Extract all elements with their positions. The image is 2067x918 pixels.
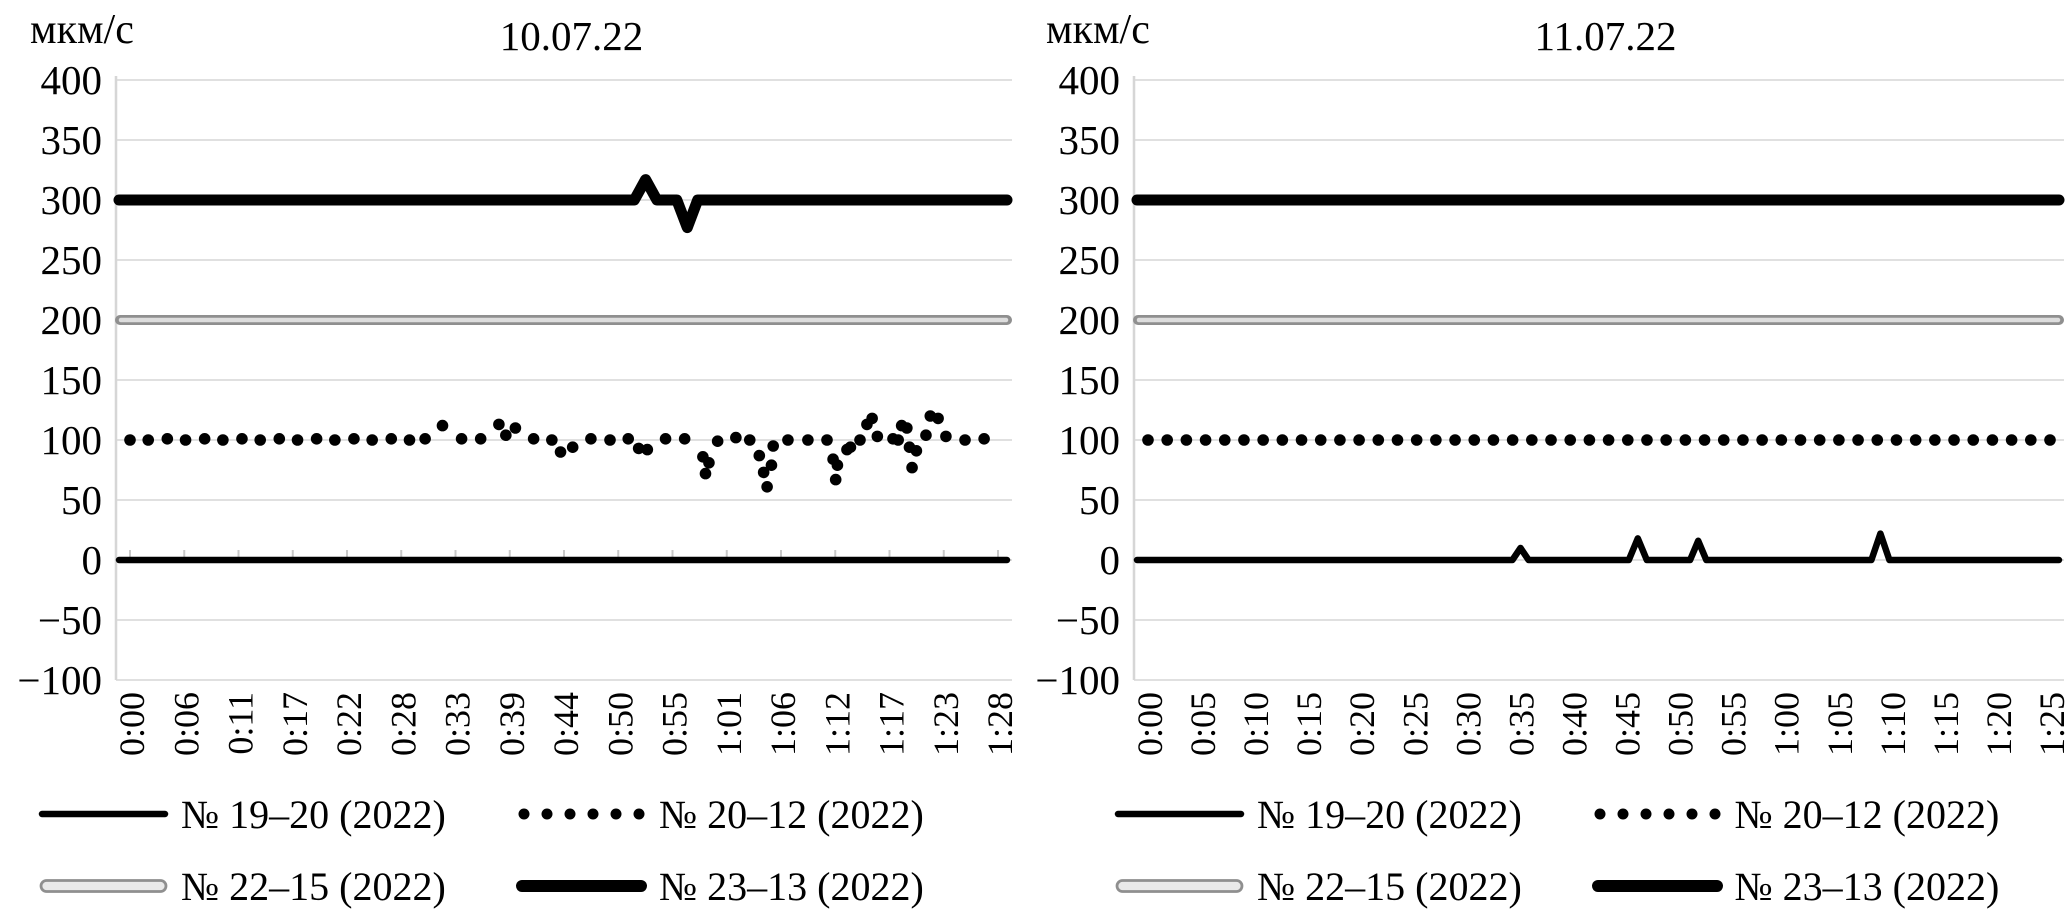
svg-text:0:28: 0:28	[383, 692, 423, 756]
legend-item-series-23-13: № 23–13 (2022)	[1590, 863, 2067, 910]
svg-text:150: 150	[1059, 357, 1121, 403]
svg-text:300: 300	[1059, 177, 1121, 223]
legend-label: № 20–12 (2022)	[1734, 791, 2000, 837]
svg-text:0:35: 0:35	[1501, 692, 1541, 756]
svg-text:0:11: 0:11	[221, 692, 261, 755]
chart-legend: № 19–20 (2022) № 20–12 (2022) № 22–15 (2…	[0, 788, 1033, 912]
legend-thick-line-swatch	[516, 880, 647, 892]
chart-title: 11.07.22	[1534, 13, 1677, 59]
svg-text:0:45: 0:45	[1608, 692, 1648, 756]
svg-text:300: 300	[41, 177, 103, 223]
legend-label: № 23–13 (2022)	[659, 863, 924, 909]
svg-text:1:20: 1:20	[1979, 692, 2019, 756]
svg-text:0:06: 0:06	[166, 692, 206, 756]
legend-row: № 19–20 (2022) № 20–12 (2022)	[1112, 788, 2067, 840]
svg-text:1:06: 1:06	[763, 692, 803, 756]
svg-text:1:15: 1:15	[1926, 692, 1966, 756]
svg-text:0:17: 0:17	[275, 692, 315, 756]
legend-label: № 19–20 (2022)	[181, 791, 446, 837]
legend-label: № 20–12 (2022)	[659, 791, 924, 837]
legend-dotted-swatch	[1594, 808, 1720, 820]
svg-text:−50: −50	[38, 597, 102, 643]
legend-line-swatch	[38, 810, 169, 818]
svg-text:−100: −100	[1035, 657, 1120, 703]
svg-text:0: 0	[1100, 537, 1121, 583]
svg-text:150: 150	[41, 357, 103, 403]
svg-text:0:05: 0:05	[1183, 692, 1223, 756]
svg-text:0:44: 0:44	[546, 692, 586, 756]
legend-dotted-swatch	[518, 808, 645, 820]
legend-row: № 19–20 (2022) № 20–12 (2022)	[36, 788, 1033, 840]
svg-text:0:30: 0:30	[1448, 692, 1488, 756]
svg-text:1:05: 1:05	[1820, 692, 1860, 756]
svg-text:1:23: 1:23	[926, 692, 966, 756]
svg-text:400: 400	[1059, 57, 1121, 103]
legend-item-series-22-15: № 22–15 (2022)	[1112, 863, 1590, 910]
svg-text:1:25: 1:25	[2032, 692, 2067, 756]
svg-text:250: 250	[41, 237, 103, 283]
svg-text:0:20: 0:20	[1342, 692, 1382, 756]
chart-panel-10-07-22: мкм/с 10.07.22 400 350 300 250 200 150 100 50 0 −…	[0, 0, 1033, 918]
legend-item-series-22-15: № 22–15 (2022)	[36, 863, 514, 910]
legend-label: № 19–20 (2022)	[1257, 791, 1522, 837]
legend-row: № 22–15 (2022) № 23–13 (2022)	[1112, 860, 2067, 912]
svg-text:1:10: 1:10	[1873, 692, 1913, 756]
svg-text:350: 350	[1059, 117, 1121, 163]
svg-text:0:50: 0:50	[600, 692, 640, 756]
legend-thick-line-swatch	[1591, 880, 1723, 892]
chart-panel-11-07-22: мкм/с 11.07.22 400 350 300 250 200 150 100 50 0 −…	[1034, 0, 2067, 918]
svg-text:0:39: 0:39	[492, 692, 532, 756]
svg-text:1:28: 1:28	[980, 692, 1020, 756]
svg-text:1:12: 1:12	[817, 692, 857, 756]
svg-text:50: 50	[61, 477, 102, 523]
svg-text:0:00: 0:00	[1130, 692, 1170, 756]
legend-label: № 23–13 (2022)	[1734, 863, 2000, 909]
legend-line-swatch	[1114, 810, 1245, 818]
svg-text:0:25: 0:25	[1395, 692, 1435, 756]
svg-text:−50: −50	[1056, 597, 1120, 643]
legend-item-series-19-20: № 19–20 (2022)	[1112, 791, 1590, 838]
svg-text:0:55: 0:55	[1714, 692, 1754, 756]
legend-item-series-20-12: № 20–12 (2022)	[1590, 791, 2067, 838]
legend-item-series-20-12: № 20–12 (2022)	[514, 791, 992, 838]
svg-text:0:55: 0:55	[655, 692, 695, 756]
legend-item-series-23-13: № 23–13 (2022)	[514, 863, 992, 910]
y-axis-unit-label: мкм/с	[1046, 7, 1150, 53]
svg-text:100: 100	[1059, 417, 1121, 463]
svg-text:0:10: 0:10	[1236, 692, 1276, 756]
svg-text:350: 350	[41, 117, 103, 163]
svg-text:100: 100	[41, 417, 103, 463]
legend-row: № 22–15 (2022) № 23–13 (2022)	[36, 860, 1033, 912]
svg-text:1:01: 1:01	[709, 692, 749, 756]
legend-double-line-swatch	[39, 879, 168, 893]
svg-text:0:00: 0:00	[112, 692, 152, 756]
svg-text:0:33: 0:33	[438, 692, 478, 756]
svg-text:0: 0	[82, 537, 103, 583]
svg-text:0:15: 0:15	[1289, 692, 1329, 756]
svg-text:−100: −100	[17, 657, 102, 703]
svg-text:1:00: 1:00	[1767, 692, 1807, 756]
legend-label: № 22–15 (2022)	[181, 863, 446, 909]
svg-text:400: 400	[41, 57, 103, 103]
svg-text:250: 250	[1059, 237, 1121, 283]
legend-double-line-swatch	[1115, 879, 1244, 893]
chart-legend: № 19–20 (2022) № 20–12 (2022) № 22–15 (2…	[1034, 788, 2067, 912]
svg-text:0:22: 0:22	[329, 692, 369, 756]
svg-text:1:17: 1:17	[872, 692, 912, 756]
svg-text:200: 200	[41, 297, 103, 343]
svg-text:50: 50	[1079, 477, 1120, 523]
svg-text:0:40: 0:40	[1554, 692, 1594, 756]
svg-text:0:50: 0:50	[1661, 692, 1701, 756]
legend-label: № 22–15 (2022)	[1257, 863, 1522, 909]
chart-title: 10.07.22	[499, 13, 644, 59]
legend-item-series-19-20: № 19–20 (2022)	[36, 791, 514, 838]
y-axis-unit-label: мкм/с	[30, 7, 134, 53]
svg-text:200: 200	[1059, 297, 1121, 343]
